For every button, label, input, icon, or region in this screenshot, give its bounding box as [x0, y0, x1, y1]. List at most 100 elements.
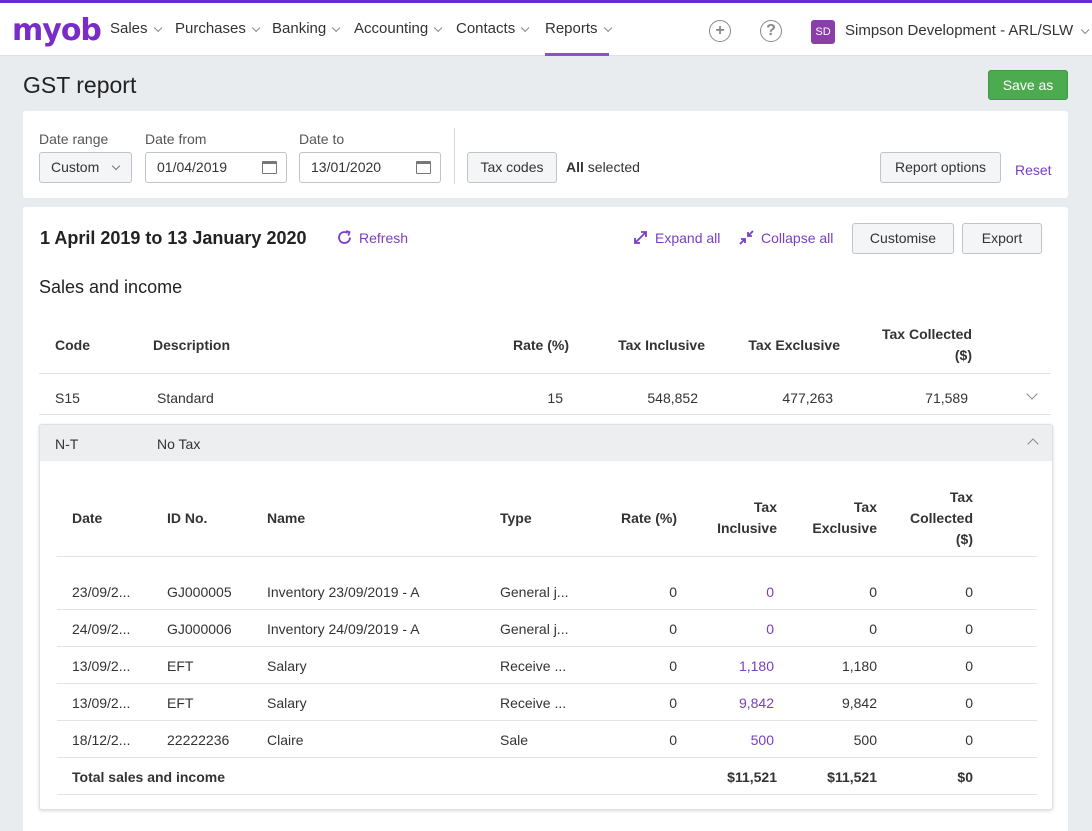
- no-tax-header[interactable]: N-T No Tax: [40, 425, 1052, 461]
- nav-banking[interactable]: Banking: [272, 3, 341, 56]
- expand-icon: [634, 231, 647, 244]
- col-tax-exclusive-2: Exclusive: [812, 520, 877, 536]
- chevron-down-icon: [603, 23, 612, 33]
- col-type: Type: [500, 510, 532, 526]
- collapse-icon: [739, 230, 754, 245]
- divider: [454, 128, 455, 184]
- divider: [57, 757, 1037, 758]
- chevron-down-icon: [332, 23, 341, 33]
- date-range-select[interactable]: Custom: [39, 152, 132, 183]
- col-tax-inclusive: Tax Inclusive: [618, 337, 705, 353]
- nav-purchases[interactable]: Purchases: [175, 3, 261, 56]
- plus-icon[interactable]: +: [709, 20, 731, 42]
- divider: [57, 556, 1037, 557]
- report-period: 1 April 2019 to 13 January 2020: [40, 228, 307, 248]
- tax-codes-selected-rest: selected: [583, 159, 640, 175]
- tax-exclusive-cell: 500: [853, 732, 877, 748]
- nav-contacts[interactable]: Contacts: [456, 3, 530, 56]
- report-options-button[interactable]: Report options: [880, 152, 1001, 183]
- id-cell: GJ000005: [167, 584, 232, 600]
- tax-inclusive-link[interactable]: 9,842: [738, 695, 774, 711]
- chevron-down-icon: [153, 23, 162, 33]
- tax-codes-button[interactable]: Tax codes: [467, 152, 557, 183]
- tax-codes-selection: All selected: [566, 159, 640, 175]
- calendar-icon[interactable]: [262, 161, 277, 174]
- nav-contacts-label: Contacts: [456, 20, 516, 37]
- tax-exclusive-cell: 0: [869, 584, 877, 600]
- nav-banking-label: Banking: [272, 20, 327, 37]
- col-tax-inclusive: Tax: [753, 499, 777, 515]
- tax-collected-cell: 0: [965, 621, 973, 637]
- tax-inclusive-link[interactable]: 500: [750, 732, 774, 748]
- business-name: Simpson Development - ARL/SLW: [845, 22, 1074, 39]
- chevron-down-icon: [434, 23, 443, 33]
- nav-accounting-label: Accounting: [354, 20, 429, 37]
- tax-exclusive-cell: 1,180: [841, 658, 877, 674]
- type-cell: Sale: [500, 732, 529, 748]
- date-to-value: 13/01/2020: [311, 159, 382, 175]
- date-cell: 18/12/2...: [72, 732, 131, 748]
- chevron-up-icon[interactable]: [1027, 438, 1039, 450]
- rate-cell: 0: [669, 695, 677, 711]
- save-as-button[interactable]: Save as: [988, 70, 1068, 100]
- date-cell: 13/09/2...: [72, 695, 131, 711]
- date-cell: 24/09/2...: [72, 621, 131, 637]
- id-cell: EFT: [167, 658, 194, 674]
- rate-cell: 0: [669, 658, 677, 674]
- col-tax-collected-2: Collected: [909, 510, 973, 526]
- total-tax-collected: $0: [957, 769, 973, 785]
- type-cell: Receive ...: [500, 695, 567, 711]
- reset-link[interactable]: Reset: [1015, 162, 1052, 178]
- col-tax-inclusive-2: Inclusive: [717, 520, 777, 536]
- divider: [39, 414, 1051, 415]
- tax-inclusive-link[interactable]: 0: [766, 584, 774, 600]
- chevron-down-icon: [251, 23, 261, 33]
- tax-collected-cell: 71,589: [925, 390, 968, 406]
- collapse-all-button[interactable]: Collapse all: [738, 229, 833, 246]
- col-tax-collected: Tax Collected: [882, 326, 972, 342]
- nav-accounting[interactable]: Accounting: [354, 3, 443, 56]
- top-navigation: myob Sales Purchases Banking Accounting …: [0, 0, 1092, 56]
- rate-cell: 0: [669, 621, 677, 637]
- avatar[interactable]: SD: [811, 20, 835, 44]
- calendar-icon[interactable]: [416, 161, 431, 174]
- date-from-input[interactable]: 01/04/2019: [145, 152, 287, 183]
- tax-inclusive-link[interactable]: 1,180: [738, 658, 774, 674]
- chevron-down-icon: [1081, 25, 1090, 35]
- name-cell: Salary: [267, 695, 307, 711]
- col-tax-collected: Tax: [949, 489, 973, 505]
- business-switcher[interactable]: Simpson Development - ARL/SLW: [845, 3, 1090, 59]
- export-button[interactable]: Export: [962, 223, 1042, 254]
- nav-sales[interactable]: Sales: [110, 3, 162, 56]
- myob-logo[interactable]: myob: [12, 13, 102, 48]
- tax-inclusive-link[interactable]: 0: [766, 621, 774, 637]
- tax-codes-selected-bold: All: [566, 159, 584, 175]
- col-code: Code: [55, 337, 90, 353]
- col-id-no: ID No.: [167, 510, 208, 526]
- chevron-down-icon[interactable]: [1026, 388, 1038, 400]
- chevron-down-icon: [521, 23, 530, 33]
- name-cell: Inventory 23/09/2019 - A: [267, 584, 420, 600]
- expand-all-button[interactable]: Expand all: [632, 229, 720, 246]
- code-cell: N-T: [55, 436, 79, 452]
- refresh-label: Refresh: [359, 230, 409, 246]
- type-cell: General j...: [500, 621, 569, 637]
- id-cell: EFT: [167, 695, 194, 711]
- section-title: Sales and income: [39, 277, 183, 297]
- tax-exclusive-cell: 9,842: [841, 695, 877, 711]
- nav-reports[interactable]: Reports: [545, 3, 612, 56]
- date-to-input[interactable]: 13/01/2020: [299, 152, 441, 183]
- refresh-button[interactable]: Refresh: [336, 229, 408, 246]
- tax-exclusive-cell: 477,263: [782, 390, 833, 406]
- description-cell: Standard: [157, 390, 214, 406]
- help-icon[interactable]: ?: [760, 20, 782, 42]
- name-cell: Claire: [267, 732, 304, 748]
- no-tax-group: N-T No Tax Date ID No. Name Type Rate (%…: [39, 424, 1053, 810]
- col-tax-collected-unit: ($): [954, 347, 972, 363]
- rate-cell: 15: [547, 390, 563, 406]
- collapse-all-label: Collapse all: [761, 230, 834, 246]
- total-label: Total sales and income: [72, 769, 226, 785]
- col-name: Name: [267, 510, 306, 526]
- code-cell: S15: [55, 390, 80, 406]
- customise-button[interactable]: Customise: [852, 223, 954, 254]
